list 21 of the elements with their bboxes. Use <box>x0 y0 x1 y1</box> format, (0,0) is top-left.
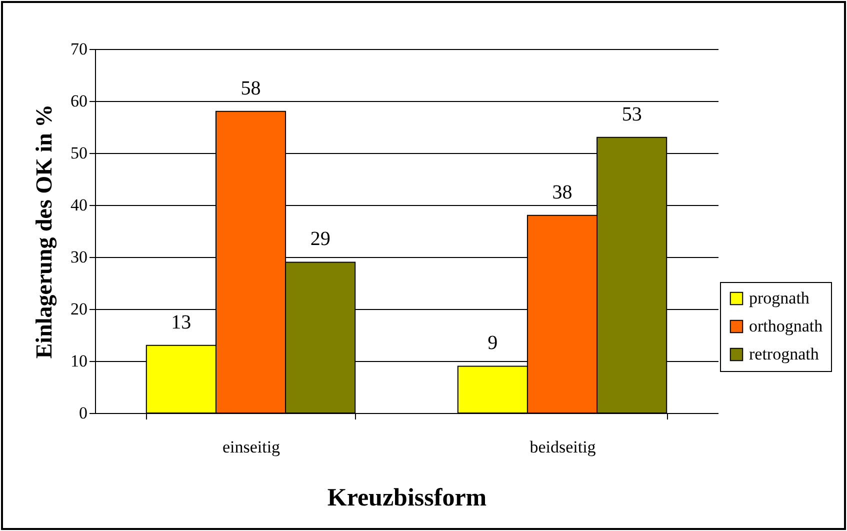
legend-label: orthognath <box>749 316 824 336</box>
data-label: 38 <box>552 181 572 204</box>
y-tick-label: 0 <box>79 404 88 422</box>
x-axis-title: Kreuzbissform <box>327 484 487 512</box>
y-tick-label: 60 <box>70 92 88 110</box>
y-tick-label: 30 <box>70 248 88 266</box>
y-tick-label: 40 <box>70 196 88 214</box>
data-label: 13 <box>171 311 192 334</box>
y-tick-label: 10 <box>70 352 88 370</box>
x-tick-label: beidseitig <box>530 438 596 456</box>
data-label: 29 <box>310 228 330 250</box>
y-axis-title: Einlagerung des OK in % <box>32 104 58 359</box>
x-tick-label: einseitig <box>222 438 281 456</box>
data-label: 58 <box>240 77 261 100</box>
y-tick-label: 50 <box>70 144 88 162</box>
data-label: 53 <box>622 103 642 126</box>
y-tick-label: 70 <box>70 40 88 58</box>
data-label: 9 <box>488 332 498 354</box>
y-tick-label: 20 <box>70 300 88 318</box>
legend-label: prognath <box>749 288 810 308</box>
legend-label: retrognath <box>749 344 820 364</box>
